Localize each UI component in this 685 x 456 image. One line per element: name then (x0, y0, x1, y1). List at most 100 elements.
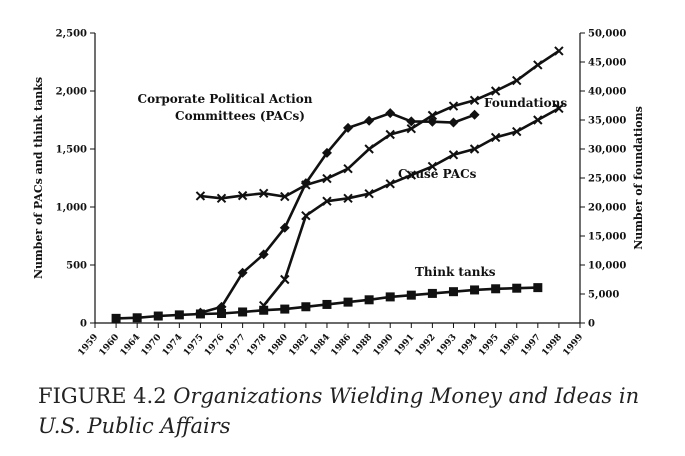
data-point (512, 126, 522, 137)
series-1 (258, 103, 564, 311)
data-point (343, 193, 353, 204)
data-point (512, 75, 522, 86)
data-point (237, 267, 248, 278)
data-point (533, 283, 543, 293)
x-tick-label: 1970 (140, 333, 164, 359)
data-point (406, 290, 416, 300)
data-point (279, 222, 290, 233)
data-point (301, 180, 311, 190)
left-tick-label: 1,500 (56, 145, 87, 156)
left-axis-label: Number of PACs and think tanks (32, 77, 45, 279)
right-tick-label: 50,000 (588, 29, 626, 40)
data-point (385, 179, 395, 189)
x-tick-label: 1992 (414, 333, 438, 359)
data-point (490, 132, 501, 143)
series-label: Corporate Political Action (138, 92, 313, 106)
data-point (469, 109, 480, 120)
data-point (322, 196, 332, 206)
x-tick-label: 1991 (393, 333, 417, 359)
left-tick-label: 2,500 (56, 29, 87, 40)
left-tick-label: 500 (66, 261, 87, 272)
data-point (490, 86, 501, 96)
data-point (491, 284, 501, 294)
series-label: Think tanks (415, 265, 496, 279)
data-point (259, 305, 269, 315)
series-line (200, 49, 560, 200)
data-point (512, 283, 522, 293)
right-tick-label: 5,000 (588, 290, 619, 301)
data-point (364, 188, 374, 199)
right-tick-label: 30,000 (588, 145, 626, 156)
data-point (280, 191, 290, 202)
data-point (132, 313, 142, 323)
data-point (448, 117, 459, 128)
axes (94, 33, 581, 324)
x-tick-label: 1975 (182, 333, 206, 359)
data-point (343, 164, 353, 174)
series-line (262, 107, 560, 307)
right-tick-label: 25,000 (588, 174, 626, 185)
data-point (217, 308, 227, 318)
right-axis-label: Number of foundations (632, 106, 645, 250)
right-tick-label: 0 (588, 319, 595, 330)
data-point (111, 313, 121, 323)
chart: 0 500 1,000 1,500 2,000 2,500 0 5,000 10,000 15,… (32, 29, 645, 359)
x-tick-label: 1986 (330, 333, 354, 359)
x-tick-label: 1998 (540, 333, 564, 359)
data-point (448, 101, 459, 111)
left-y-ticks: 0 500 1,000 1,500 2,000 2,500 (56, 29, 95, 330)
data-point (364, 295, 374, 305)
data-point (533, 60, 543, 70)
x-tick-label: 1974 (161, 333, 185, 359)
data-point (406, 170, 417, 180)
x-tick-label: 1993 (435, 333, 459, 359)
data-point (385, 108, 396, 119)
x-tick-label: 1984 (308, 333, 332, 359)
x-tick-label: 1995 (477, 333, 501, 359)
left-tick-label: 2,000 (56, 87, 87, 98)
data-point (153, 311, 163, 321)
data-point (448, 287, 458, 297)
x-tick-label: 1999 (562, 333, 586, 359)
data-point (385, 292, 395, 302)
data-point (406, 123, 417, 134)
x-tick-label: 1976 (203, 333, 227, 359)
data-point (174, 310, 184, 320)
data-point (280, 274, 290, 285)
data-point (469, 95, 480, 105)
x-tick-label: 1978 (245, 333, 269, 359)
data-point (343, 122, 354, 133)
data-point (280, 304, 290, 314)
data-point (469, 144, 480, 154)
data-point (406, 116, 417, 127)
data-point (238, 307, 248, 317)
x-tick-label: 1964 (119, 333, 143, 359)
x-tick-label: 1990 (372, 333, 396, 359)
x-tick-label: 1980 (266, 333, 290, 359)
data-point (322, 173, 332, 184)
series-label: Foundations (484, 96, 567, 110)
series-labels: Corporate Political Action Committees (PA… (138, 92, 568, 279)
data-point (470, 285, 480, 295)
series-line (200, 111, 476, 314)
data-point (364, 144, 374, 154)
right-tick-label: 40,000 (588, 87, 626, 98)
data-point (195, 191, 206, 201)
x-tick-label: 1977 (224, 333, 248, 359)
series-3 (111, 283, 543, 323)
left-tick-label: 1,000 (56, 203, 87, 214)
x-tick-label: 1982 (287, 333, 311, 359)
x-tick-label: 1996 (498, 333, 522, 359)
data-point (554, 103, 564, 114)
data-point (554, 46, 564, 56)
figure-caption-title: Organizations Wielding Money and Ideas i… (38, 384, 640, 438)
right-y-ticks: 0 5,000 10,000 15,000 20,000 25,000 30,000 35,0… (580, 29, 626, 330)
x-tick-label: 1988 (351, 333, 375, 359)
x-ticks: 1959196019641970197419751976197719781980… (77, 323, 586, 359)
data-point (195, 309, 205, 319)
x-tick-label: 1960 (98, 333, 122, 359)
data-point (385, 129, 395, 140)
data-point (427, 161, 438, 172)
data-point (364, 115, 375, 126)
right-tick-label: 20,000 (588, 203, 626, 214)
